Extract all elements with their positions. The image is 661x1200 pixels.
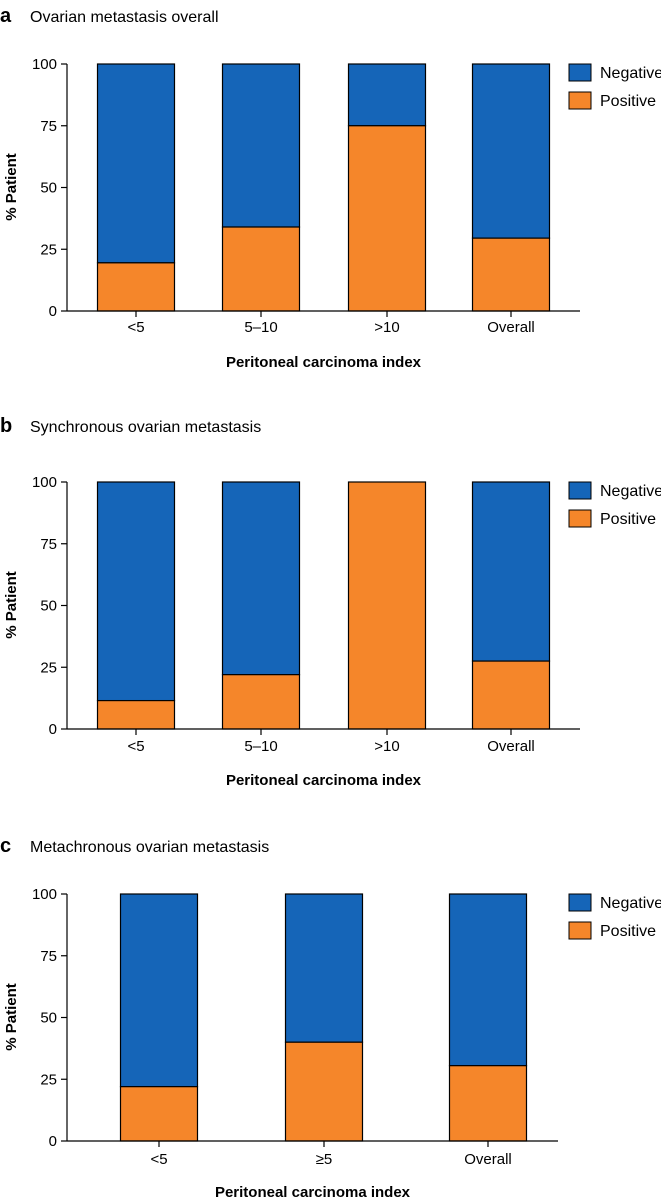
y-tick-label: 25 <box>40 659 57 676</box>
panel-c: c Metachronous ovarian metastasis <5 ≥5 Over… <box>0 835 661 1200</box>
panel-letter: a <box>0 5 12 27</box>
x-tick-label: 5–10 <box>244 319 277 336</box>
legend-label-positive: Positive <box>600 923 656 940</box>
x-tick-label: Overall <box>487 319 535 336</box>
y-tick-label: 75 <box>40 536 57 553</box>
bar-positive <box>471 237 551 312</box>
bar-positive <box>96 262 176 312</box>
x-tick-label: >10 <box>374 319 399 336</box>
legend-label-negative: Negative <box>600 483 661 500</box>
x-tick-label: <5 <box>127 319 144 336</box>
bar-negative <box>448 893 528 1067</box>
x-tick-label: Overall <box>464 1151 512 1168</box>
x-tick-label: ≥5 <box>316 1151 333 1168</box>
panel-letter: b <box>0 415 12 437</box>
y-tick-label: 50 <box>40 1010 57 1027</box>
bar-positive <box>96 699 176 730</box>
y-tick-label: 75 <box>40 948 57 965</box>
bar-negative <box>471 63 551 239</box>
bar-positive <box>221 226 301 312</box>
legend-label-positive: Positive <box>600 511 656 528</box>
bar-positive <box>284 1041 364 1142</box>
y-tick-label: 100 <box>32 474 57 491</box>
legend-swatch-positive <box>568 921 592 940</box>
bar-negative <box>221 481 301 676</box>
y-tick-label: 100 <box>32 886 57 903</box>
legend-label-negative: Negative <box>600 65 661 82</box>
panel-letter: c <box>0 835 11 857</box>
y-tick-label: 25 <box>40 241 57 258</box>
bar-positive <box>448 1065 528 1142</box>
bar-negative <box>471 481 551 662</box>
panel-title: Ovarian metastasis overall <box>30 9 219 26</box>
y-axis-title: % Patient <box>3 153 20 221</box>
x-tick-label: 5–10 <box>244 738 277 755</box>
y-tick-label: 0 <box>49 303 57 320</box>
bar-positive <box>347 125 427 312</box>
panel-b: b Synchronous ovarian metastasis <5 5–10 >10… <box>0 415 661 789</box>
bar-negative <box>284 893 364 1043</box>
x-axis-title: Peritoneal carcinoma index <box>226 354 422 371</box>
bar-negative <box>119 893 199 1088</box>
panel-a: a Ovarian metastasis overall <5 5–10 >10 Over… <box>0 5 661 371</box>
legend-swatch-positive <box>568 91 592 110</box>
legend-label-negative: Negative <box>600 895 661 912</box>
x-tick-label: Overall <box>487 738 535 755</box>
panel-title: Metachronous ovarian metastasis <box>30 839 269 856</box>
y-axis-title: % Patient <box>3 571 20 639</box>
y-axis-title: % Patient <box>3 983 20 1051</box>
y-tick-label: 50 <box>40 180 57 197</box>
bar-positive <box>347 481 427 730</box>
legend-swatch-negative <box>568 893 592 912</box>
x-tick-label: <5 <box>127 738 144 755</box>
x-axis-title: Peritoneal carcinoma index <box>226 772 422 789</box>
bar-positive <box>471 660 551 730</box>
y-tick-label: 0 <box>49 721 57 738</box>
y-tick-label: 75 <box>40 118 57 135</box>
y-tick-label: 25 <box>40 1071 57 1088</box>
bar-negative <box>221 63 301 228</box>
bar-negative <box>96 481 176 702</box>
legend-label-positive: Positive <box>600 93 656 110</box>
x-tick-label: >10 <box>374 738 399 755</box>
x-axis-title: Peritoneal carcinoma index <box>215 1184 411 1200</box>
legend-swatch-positive <box>568 509 592 528</box>
bar-negative <box>96 63 176 264</box>
legend-swatch-negative <box>568 63 592 82</box>
panel-title: Synchronous ovarian metastasis <box>30 419 261 436</box>
y-tick-label: 50 <box>40 598 57 615</box>
legend-swatch-negative <box>568 481 592 500</box>
y-tick-label: 100 <box>32 56 57 73</box>
bar-positive <box>119 1086 199 1142</box>
x-tick-label: <5 <box>150 1151 167 1168</box>
bar-positive <box>221 674 301 730</box>
y-tick-label: 0 <box>49 1133 57 1150</box>
bar-negative <box>347 63 427 127</box>
